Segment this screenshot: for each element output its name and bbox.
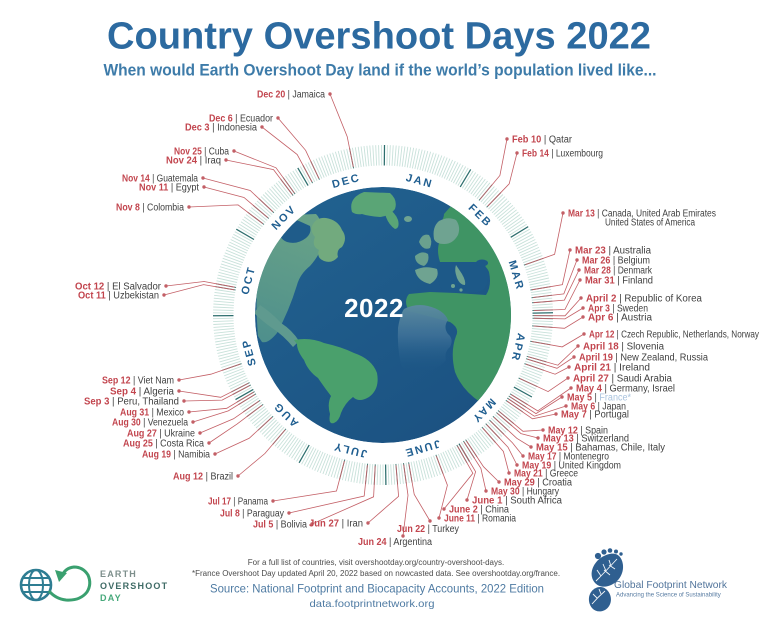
svg-text:EARTH: EARTH (100, 569, 137, 579)
svg-text:Jul 5 | Bolivia: Jul 5 | Bolivia (253, 520, 307, 531)
svg-text:Aug 25 | Costa Rica: Aug 25 | Costa Rica (123, 439, 204, 450)
svg-text:DAY: DAY (100, 593, 122, 603)
svg-text:Jun 22 | Turkey: Jun 22 | Turkey (397, 524, 459, 535)
svg-text:Feb 14 | Luxembourg: Feb 14 | Luxembourg (522, 149, 603, 160)
svg-text:Feb 10 | Qatar: Feb 10 | Qatar (512, 135, 573, 146)
svg-text:Aug 12 | Brazil: Aug 12 | Brazil (173, 472, 233, 483)
svg-text:data.footprintnetwork.org: data.footprintnetwork.org (310, 598, 435, 610)
svg-text:Sep 12 | Viet Nam: Sep 12 | Viet Nam (102, 376, 174, 387)
svg-text:Nov 11 | Egypt: Nov 11 | Egypt (139, 183, 199, 194)
svg-text:Dec 20 | Jamaica: Dec 20 | Jamaica (257, 90, 325, 101)
svg-text:Apr 12 | Czech Republic, Nethe: Apr 12 | Czech Republic, Netherlands, No… (589, 330, 759, 341)
svg-text:April 21 | Ireland: April 21 | Ireland (574, 363, 650, 374)
svg-text:Nov 8 | Colombia: Nov 8 | Colombia (116, 203, 184, 214)
svg-text:Sep 3 | Peru, Thailand: Sep 3 | Peru, Thailand (84, 397, 179, 408)
svg-text:Advancing the Science of Susta: Advancing the Science of Sustainability (616, 593, 721, 599)
svg-text:Jun 24 | Argentina: Jun 24 | Argentina (358, 537, 432, 548)
svg-text:Oct 11 | Uzbekistan: Oct 11 | Uzbekistan (78, 291, 159, 302)
svg-text:Global Footprint Network: Global Footprint Network (614, 579, 728, 591)
svg-text:OVERSHOOT: OVERSHOOT (100, 581, 168, 591)
svg-text:Dec 3 | Indonesia: Dec 3 | Indonesia (185, 123, 258, 134)
svg-text:Country Overshoot Days 2022: Country Overshoot Days 2022 (107, 16, 651, 58)
svg-text:Jun 27 | Iran: Jun 27 | Iran (309, 519, 363, 530)
svg-text:May 7 | Portugal: May 7 | Portugal (561, 410, 629, 421)
svg-text:Source: National Footprint and: Source: National Footprint and Biocapaci… (210, 582, 544, 596)
svg-text:*France Overshoot Day updated: *France Overshoot Day updated April 20, … (192, 569, 560, 578)
svg-text:Apr 6 | Austria: Apr 6 | Austria (588, 313, 653, 324)
svg-text:June 11 | Romania: June 11 | Romania (444, 514, 516, 525)
svg-text:April 18 | Slovenia: April 18 | Slovenia (583, 342, 665, 353)
svg-text:Aug 19 | Namibia: Aug 19 | Namibia (142, 450, 210, 461)
svg-text:Mar 31 | Finland: Mar 31 | Finland (585, 276, 653, 287)
svg-text:Jul 8 | Paraguay: Jul 8 | Paraguay (220, 509, 284, 520)
svg-text:Jul 17 | Panama: Jul 17 | Panama (208, 497, 268, 508)
svg-text:Nov 24 | Iraq: Nov 24 | Iraq (166, 156, 221, 167)
svg-text:2022: 2022 (344, 293, 404, 323)
svg-text:United States of America: United States of America (605, 218, 695, 229)
svg-text:When would Earth Overshoot Day: When would Earth Overshoot Day land if t… (104, 62, 657, 80)
svg-text:For a full list of countries,: For a full list of countries, visit over… (248, 558, 504, 567)
svg-text:Aug 30 | Venezuela: Aug 30 | Venezuela (112, 418, 188, 429)
